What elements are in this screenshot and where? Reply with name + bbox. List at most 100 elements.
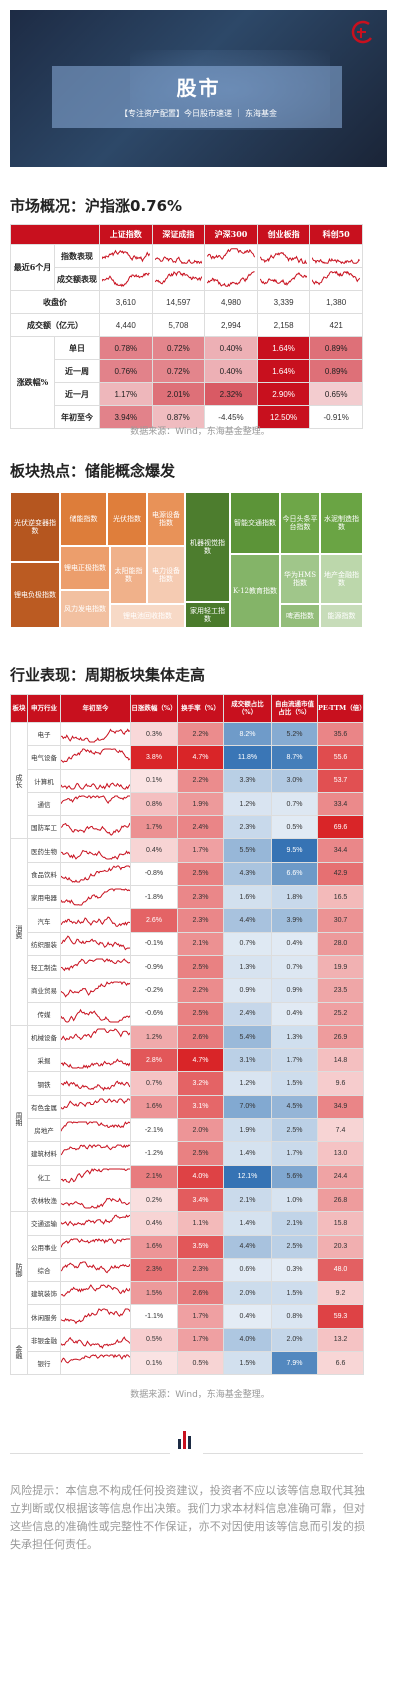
sparkline-chart [155, 270, 203, 288]
change-value: 0.40% [204, 359, 258, 383]
market-corner [10, 224, 100, 245]
industry-sparkline [60, 978, 131, 1003]
industry-value: 2.0% [271, 1327, 318, 1353]
industry-name: 医药生物 [27, 838, 61, 863]
turnover-label: 成交额（亿元） [10, 313, 100, 337]
industry-sparkline [60, 1164, 131, 1189]
sector-group-label: 周期 [10, 1024, 28, 1213]
sparkline-line [61, 1262, 130, 1273]
industry-value: 3.9% [271, 908, 318, 933]
sparkline-chart [61, 1330, 130, 1350]
sparkline-chart [61, 1260, 130, 1280]
footer-divider-left [10, 1453, 170, 1454]
industry-value: -0.9% [130, 954, 178, 980]
industry-name: 纺织服装 [27, 931, 61, 956]
sparkline-line [61, 850, 130, 859]
index-sparkline [204, 244, 258, 268]
industry-value: 69.6 [317, 815, 364, 840]
sparkline-line [102, 251, 150, 261]
industry-name: 通信 [27, 791, 61, 817]
industry-header: 板块 [10, 694, 28, 723]
treemap-tile: 华为HMS指数 [280, 554, 320, 604]
turnover-value: 421 [309, 313, 363, 337]
industry-sparkline [60, 815, 131, 840]
industry-value: 4.0% [223, 1327, 272, 1353]
industry-value: 3.8% [130, 745, 178, 770]
industry-header: PE-TTM（倍） [317, 694, 366, 723]
change-value: 1.64% [256, 359, 311, 383]
sparkline-chart [61, 911, 130, 931]
industry-value: 16.5 [317, 885, 364, 910]
industry-value: 3.2% [177, 1071, 224, 1096]
industry-value: 8.7% [271, 745, 318, 770]
industry-value: 0.7% [271, 791, 318, 817]
volume-sparkline [204, 267, 258, 291]
industry-value: 1.4% [223, 1141, 272, 1166]
sparkline-line [207, 249, 255, 259]
industry-value: 3.0% [271, 768, 318, 793]
volume-sparkline [309, 267, 363, 291]
industry-value: 2.4% [177, 815, 224, 840]
change-value: 12.50% [256, 405, 311, 429]
industry-name: 休闲服务 [27, 1304, 61, 1329]
industry-value: 1.7% [271, 1141, 318, 1166]
industry-value: 0.4% [130, 1211, 178, 1236]
industry-value: 3.3% [223, 768, 272, 793]
footer-divider-right [203, 1453, 363, 1454]
industry-name: 农林牧渔 [27, 1187, 61, 1213]
turnover-value: 5,708 [151, 313, 206, 337]
industry-value: 1.8% [271, 885, 318, 910]
turnover-value: 2,158 [256, 313, 311, 337]
industry-value: 0.5% [177, 1351, 224, 1376]
industry-value: 1.6% [130, 1234, 178, 1259]
change-period-label: 近一月 [54, 382, 100, 406]
industry-value: 2.3% [130, 1257, 178, 1283]
industry-value: 0.4% [130, 838, 178, 863]
industry-header: 成交额占比（%） [223, 694, 272, 723]
industry-name: 银行 [27, 1351, 61, 1376]
industry-value: 34.9 [317, 1094, 364, 1120]
sparkline-chart [61, 724, 130, 744]
treemap-tile: 光伏逆变器指数 [10, 492, 60, 562]
industry-value: 7.4 [317, 1118, 364, 1143]
treemap-tile: 锂电负极指数 [10, 562, 60, 628]
industry-name: 交通运输 [27, 1211, 61, 1236]
change-value: 0.72% [151, 359, 206, 383]
sparkline-chart [61, 747, 130, 767]
close-value: 4,980 [204, 290, 258, 314]
industry-value: 4.7% [177, 1048, 224, 1073]
industry-value: 26.9 [317, 1024, 364, 1050]
sector-group-label: 成长 [10, 721, 28, 840]
industry-value: 2.1% [130, 1164, 178, 1189]
industry-value: 7.9% [271, 1351, 318, 1376]
industry-sparkline [60, 1281, 131, 1306]
treemap-tile: 风力发电指数 [60, 590, 110, 628]
industry-value: 0.1% [130, 1351, 178, 1376]
treemap-tile: K-12教育指数 [230, 554, 280, 628]
sparkline-line [61, 783, 130, 789]
industry-value: 1.2% [130, 1024, 178, 1050]
banner-subtitle: 【专注资产配置】今日股市速递 ｜ 东海基金 [119, 109, 278, 118]
industry-value: -1.2% [130, 1141, 178, 1166]
industry-name: 建筑材料 [27, 1141, 61, 1166]
sparkline-chart [61, 1213, 130, 1233]
sparkline-line [312, 258, 360, 264]
industry-value: 2.5% [271, 1234, 318, 1259]
industry-value: 5.6% [271, 1164, 318, 1189]
industry-value: 0.4% [271, 1001, 318, 1026]
industry-sparkline [60, 885, 131, 910]
industry-sparkline [60, 1071, 131, 1096]
sparkline-chart [207, 270, 255, 288]
industry-value: 4.4% [223, 908, 272, 933]
index-sparkline [309, 244, 363, 268]
industry-sparkline [60, 1211, 131, 1236]
change-value: 2.90% [256, 382, 311, 406]
industry-value: 2.8% [130, 1048, 178, 1073]
industry-value: 1.0% [271, 1187, 318, 1213]
industry-value: 42.9 [317, 861, 364, 887]
treemap-tile: 锂电池回收指数 [110, 604, 185, 628]
index-header: 创业板指 [256, 224, 311, 245]
sparkline-chart [260, 247, 308, 265]
industry-header: 自由流通市值占比（%） [271, 694, 318, 723]
industry-value: 25.2 [317, 1001, 364, 1026]
